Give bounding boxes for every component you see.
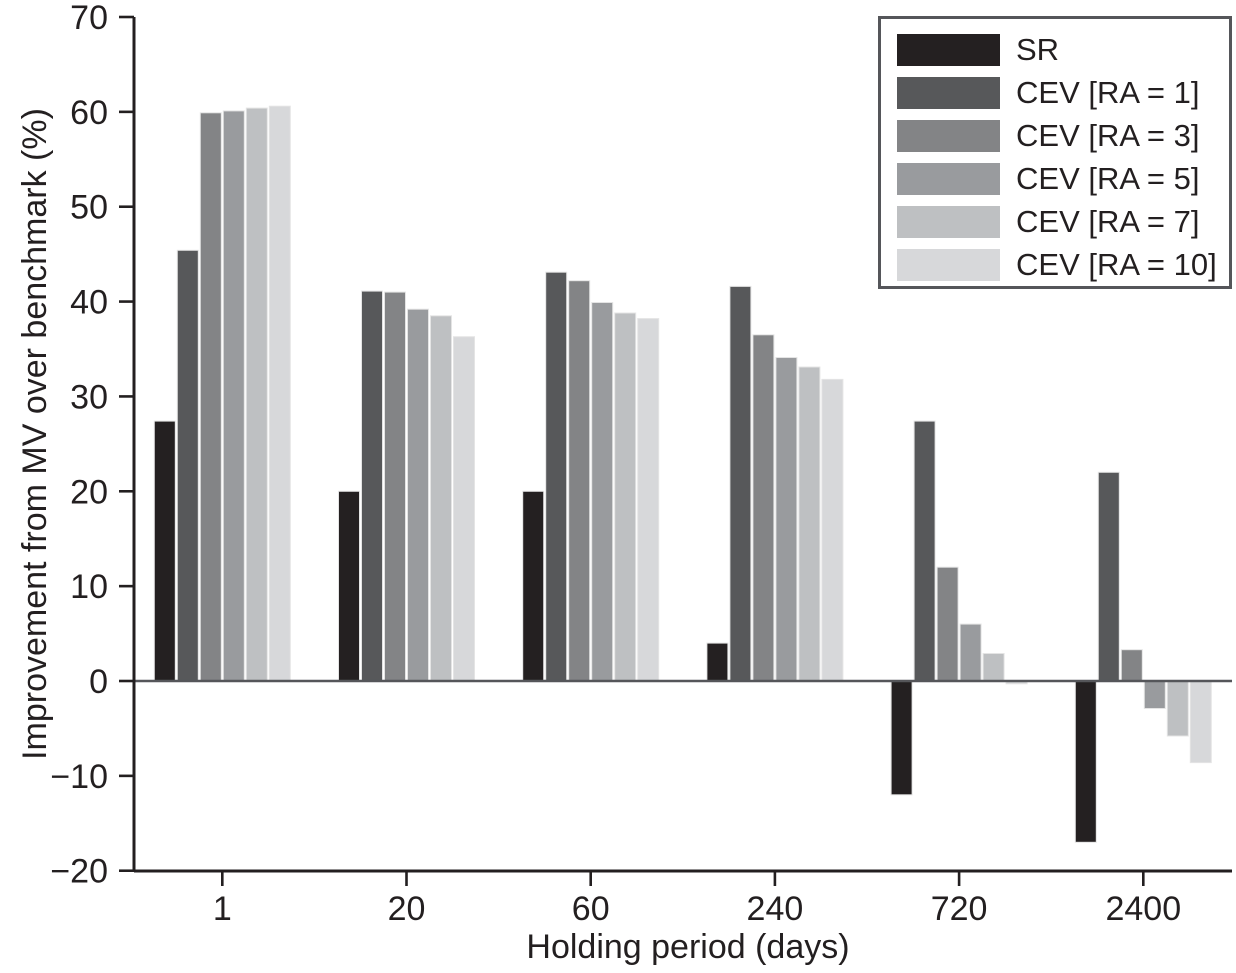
bar-series5-group1 — [453, 336, 475, 682]
legend-item: CEV [RA = 1] — [897, 72, 1229, 115]
y-tick-label: 60 — [70, 94, 108, 132]
legend: SR CEV [RA = 1] CEV [RA = 3] CEV [RA = 5] CE… — [878, 16, 1232, 289]
legend-item: CEV [RA = 3] — [897, 115, 1229, 158]
bar-series4-group2 — [614, 312, 637, 682]
y-tick-label: 50 — [70, 189, 108, 227]
legend-swatch — [897, 205, 1000, 238]
y-tick-label: 40 — [70, 284, 108, 322]
legend-swatch — [897, 120, 1000, 153]
y-tick-label: 30 — [70, 378, 108, 416]
y-tick-label: 70 — [70, 0, 108, 37]
x-axis-title: Holding period (days) — [526, 928, 849, 966]
bar-series3-group0 — [222, 110, 245, 682]
bar-series0-group0 — [153, 420, 176, 682]
legend-label: CEV [RA = 7] — [1016, 203, 1200, 239]
bar-series2-group1 — [384, 291, 406, 682]
bar-series4-group0 — [245, 107, 268, 682]
bar-series4-group5 — [1166, 680, 1189, 737]
legend-label: SR — [1016, 32, 1060, 68]
legend-label: CEV [RA = 5] — [1016, 160, 1200, 196]
bar-series3-group2 — [591, 302, 614, 682]
bar-series2-group3 — [752, 334, 775, 682]
y-axis-title: Improvement from MV over benchmark (%) — [16, 108, 54, 760]
bar-series1-group0 — [176, 249, 199, 682]
bar-series2-group2 — [568, 280, 591, 682]
y-tick-label: −10 — [50, 758, 108, 796]
bar-series0-group3 — [706, 642, 729, 682]
bar-series0-group1 — [338, 490, 360, 682]
legend-item: SR — [897, 29, 1229, 72]
y-tick-label: 20 — [70, 473, 108, 511]
bar-series2-group4 — [936, 566, 959, 682]
bar-series2-group0 — [199, 112, 222, 682]
bar-series1-group5 — [1097, 471, 1120, 682]
x-tick-label: 240 — [747, 890, 804, 928]
bar-series4-group3 — [798, 366, 821, 682]
bar-series1-group4 — [913, 420, 936, 682]
bar-series0-group4 — [890, 680, 913, 796]
x-tick-label: 2400 — [1105, 890, 1181, 928]
bar-series3-group5 — [1143, 680, 1166, 709]
legend-label: CEV [RA = 1] — [1016, 75, 1200, 111]
bar-series3-group1 — [407, 308, 429, 682]
legend-swatch — [897, 34, 1000, 67]
bar-series3-group3 — [775, 357, 798, 682]
x-tick-label: 60 — [572, 890, 610, 928]
bar-series5-group0 — [268, 105, 291, 682]
legend-swatch — [897, 77, 1000, 110]
bar-series2-group5 — [1120, 649, 1143, 682]
bar-series1-group1 — [361, 290, 383, 682]
x-tick-label: 720 — [931, 890, 988, 928]
bar-series5-group3 — [821, 378, 844, 682]
legend-label: CEV [RA = 3] — [1016, 118, 1200, 154]
legend-item: CEV [RA = 5] — [897, 157, 1229, 200]
bar-series0-group2 — [522, 490, 545, 682]
y-tick-label: 10 — [70, 568, 108, 606]
bar-series1-group3 — [729, 285, 752, 682]
bar-series5-group2 — [637, 318, 660, 682]
y-tick-label: 0 — [89, 663, 108, 701]
axes-layer: 70 60 50 40 30 20 10 0 −10 −20 1 20 60 240 720 2400 — [50, 0, 1232, 928]
legend-label: CEV [RA = 10] — [1016, 246, 1217, 282]
legend-swatch — [897, 162, 1000, 195]
bar-series0-group5 — [1074, 680, 1097, 843]
bar-series5-group5 — [1189, 680, 1212, 764]
y-tick-label: −20 — [50, 853, 108, 891]
x-tick-label: 1 — [213, 890, 232, 928]
legend-swatch — [897, 248, 1000, 281]
bar-series3-group4 — [959, 623, 982, 682]
bar-series4-group1 — [430, 315, 452, 682]
legend-item: CEV [RA = 10] — [897, 243, 1229, 286]
bar-series1-group2 — [545, 271, 568, 682]
bar-series4-group4 — [982, 653, 1005, 682]
bars-layer — [153, 105, 1212, 843]
x-tick-label: 20 — [388, 890, 426, 928]
legend-item: CEV [RA = 7] — [897, 200, 1229, 243]
